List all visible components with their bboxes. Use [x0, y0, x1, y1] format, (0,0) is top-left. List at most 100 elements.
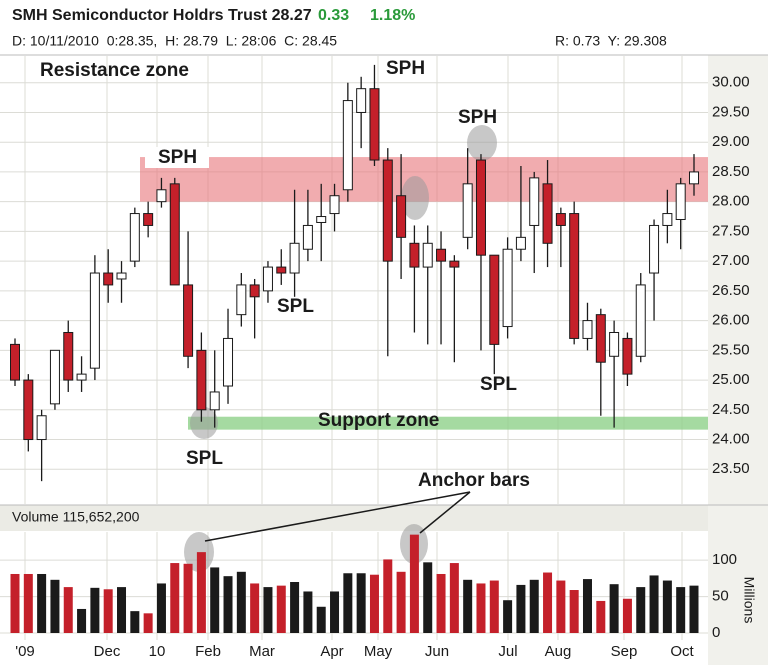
x-tick-label: Dec	[94, 643, 121, 660]
candle-body	[675, 183, 686, 221]
pointer-line	[204, 491, 471, 542]
volume-bar	[90, 587, 100, 633]
candle-body	[276, 266, 287, 274]
candle-body	[249, 284, 260, 298]
annotation: SPL	[480, 374, 517, 395]
y-tick-label: 27.00	[712, 252, 750, 269]
candle-body	[622, 337, 633, 375]
volume-bar	[636, 587, 646, 633]
y-tick-label: 25.00	[712, 371, 750, 388]
v-tick-label: 100	[712, 551, 737, 568]
volume-bar	[330, 591, 340, 633]
candle-body	[89, 272, 100, 369]
volume-bar	[250, 583, 260, 633]
highlight	[467, 125, 497, 161]
candle-body	[36, 415, 47, 441]
volume-unit: Millions	[741, 577, 757, 624]
volume-bar	[543, 572, 553, 633]
volume-bar	[343, 573, 353, 633]
volume-bar	[423, 562, 433, 633]
candle-body	[662, 213, 673, 226]
candle-body	[156, 189, 167, 203]
candle-body	[76, 373, 87, 381]
volume-bar	[37, 573, 47, 633]
x-tick-label: '09	[15, 643, 35, 660]
candle-body	[196, 349, 207, 411]
y-tick-label: 28.00	[712, 193, 750, 210]
y-tick-label: 26.00	[712, 312, 750, 329]
candle-body	[475, 159, 486, 256]
candle-body	[129, 213, 140, 262]
volume-bar	[63, 587, 73, 633]
candle-body	[396, 195, 407, 238]
volume-bar	[196, 552, 206, 633]
v-tick-label: 0	[712, 624, 720, 641]
candle-body	[23, 379, 34, 441]
volume-bar	[170, 563, 180, 633]
volume-bar	[316, 606, 326, 633]
candle-body	[409, 242, 420, 268]
zone-label: Support zone	[318, 410, 439, 431]
candle-body	[183, 284, 194, 357]
volume-bar	[396, 571, 406, 633]
change-pct: 1.18%	[370, 7, 415, 24]
candle-body	[116, 272, 127, 280]
volume-bar	[143, 613, 153, 633]
y-tick-label: 28.50	[712, 163, 750, 180]
highlight	[190, 407, 218, 439]
candle-body	[542, 183, 553, 244]
volume-bar	[223, 576, 233, 633]
candle-body	[382, 159, 393, 262]
volume-bar	[77, 608, 87, 633]
candle-body	[489, 254, 500, 345]
volume-bar	[23, 573, 33, 633]
volume-bar	[476, 583, 486, 633]
volume-bar	[489, 580, 499, 633]
x-tick-label: Apr	[320, 643, 343, 660]
candle-body	[635, 284, 646, 357]
x-tick-label: Jun	[425, 643, 449, 660]
y-tick-label: 29.50	[712, 103, 750, 120]
annotation: SPH	[458, 107, 497, 128]
volume-bar	[50, 579, 60, 633]
volume-bar	[156, 583, 166, 633]
candle-body	[422, 242, 433, 268]
y-tick-label: 23.50	[712, 460, 750, 477]
volume-bar	[436, 573, 446, 633]
volume-bar	[516, 584, 526, 633]
info-line: D: 10/11/2010 0:28.35, H: 28.79 L: 28:06…	[12, 33, 337, 49]
candle-body	[502, 248, 513, 328]
highlight	[401, 176, 429, 220]
candle-body	[103, 272, 114, 286]
x-tick-label: Sep	[611, 643, 638, 660]
volume-bar	[503, 600, 513, 633]
y-tick-label: 25.50	[712, 341, 750, 358]
volume-bar	[556, 580, 566, 633]
candle-body	[529, 177, 540, 226]
candle-body	[289, 242, 300, 274]
volume-bar	[117, 587, 127, 633]
x-tick-label: May	[364, 643, 393, 660]
volume-bar	[263, 587, 273, 633]
zone-label: Resistance zone	[40, 60, 189, 81]
volume-bar	[290, 582, 300, 633]
volume-header	[0, 505, 708, 531]
candle-body	[169, 183, 180, 286]
x-tick-label: 10	[149, 643, 166, 660]
candle-body	[449, 260, 460, 268]
volume-bar	[622, 598, 632, 633]
volume-bar	[529, 579, 539, 633]
volume-bar	[103, 589, 113, 633]
candle-body	[143, 213, 154, 226]
volume-bar	[10, 573, 20, 633]
volume-bar	[369, 574, 379, 633]
y-tick-label: 24.00	[712, 431, 750, 448]
candle-body	[369, 88, 380, 161]
chart-title: SMH Semiconductor Holdrs Trust 28.27	[12, 7, 312, 24]
candle-body	[302, 224, 313, 250]
candle-body	[569, 213, 580, 339]
annotation: SPL	[186, 448, 223, 469]
candle-body	[329, 195, 340, 215]
volume-bar	[689, 585, 699, 633]
volume-bar	[409, 534, 419, 633]
